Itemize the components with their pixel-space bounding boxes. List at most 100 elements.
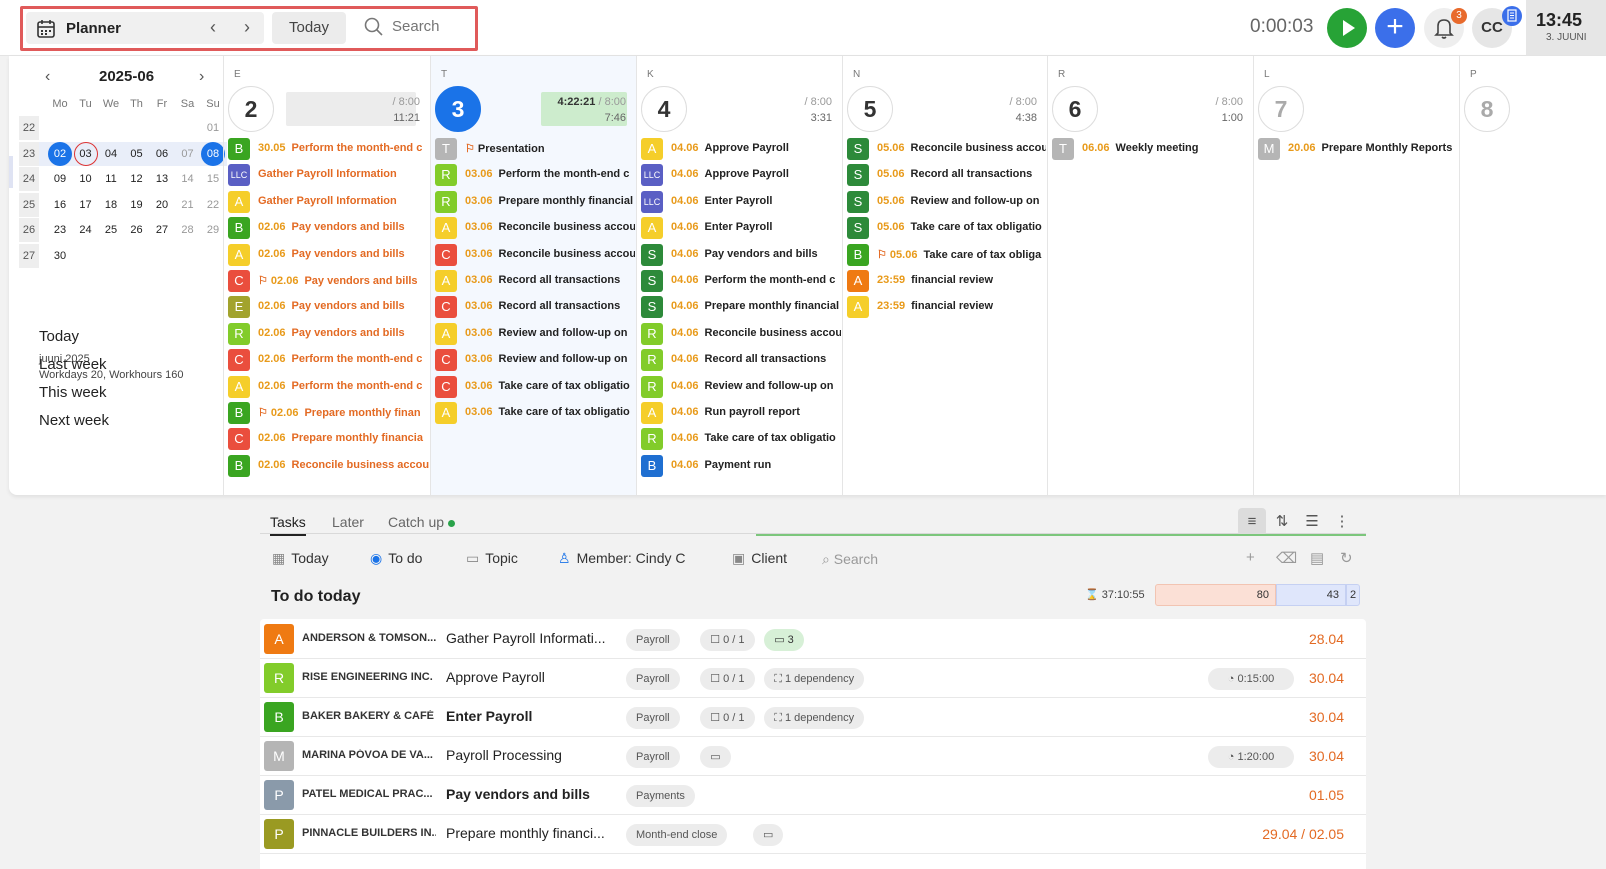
tab-tasks[interactable]: Tasks [270, 514, 306, 536]
calendar-task[interactable]: S 04.06 Pay vendors and bills [641, 243, 841, 266]
save-icon[interactable]: ▤ [1310, 550, 1325, 567]
calendar-task[interactable]: A 03.06 Record all transactions [435, 270, 635, 292]
calendar-task[interactable]: A 03.06 Reconcile business accou [435, 217, 635, 240]
calendar-task[interactable]: C 02.06 Prepare monthly financia [228, 428, 429, 451]
mini-day[interactable]: 18 [104, 198, 118, 211]
mini-day[interactable]: 07 [181, 147, 194, 160]
mini-day[interactable]: 05 [130, 147, 143, 160]
day-number[interactable]: 2 [228, 86, 274, 132]
tab-later[interactable]: Later [332, 514, 364, 530]
mini-day[interactable]: 03 [73, 141, 98, 166]
topic-pill[interactable]: Payments [626, 785, 695, 807]
planner-header[interactable]: Planner ‹ › [26, 12, 264, 44]
calendar-task[interactable]: A 04.06 Enter Payroll [641, 217, 841, 240]
calendar-task[interactable]: C 03.06 Review and follow-up on [435, 349, 635, 372]
day-number[interactable]: 3 [435, 86, 481, 132]
add-filter-icon[interactable]: + [1246, 549, 1255, 566]
calendar-task[interactable]: C 02.06 Perform the month-end c [228, 349, 429, 372]
mini-day[interactable]: 09 [53, 173, 67, 185]
mini-day[interactable]: 10 [79, 173, 92, 185]
mini-day[interactable]: 20 [155, 198, 169, 211]
mini-day[interactable]: 30 [53, 249, 67, 262]
mini-day[interactable]: 26 [130, 224, 143, 236]
topic-pill[interactable]: Payroll [626, 707, 680, 729]
calendar-task[interactable]: M 20.06 Prepare Monthly Reports [1258, 138, 1458, 160]
table-row[interactable]: B BAKER BAKERY & CAFÉ Enter Payroll Payroll… [260, 697, 1366, 737]
mini-day[interactable]: 01 [206, 122, 220, 134]
calendar-task[interactable]: LLC 04.06 Approve Payroll [641, 164, 841, 187]
filter-member[interactable]: ♙ Member: Cindy C [558, 550, 685, 567]
day-number[interactable]: 5 [847, 86, 893, 132]
mini-day[interactable]: 23 [53, 224, 67, 236]
calendar-task[interactable]: S 05.06 Take care of tax obligatio [847, 217, 1046, 240]
mini-day[interactable]: 08 [201, 141, 225, 166]
calendar-task[interactable]: B 30.05 Perform the month-end c [228, 138, 429, 160]
mini-day[interactable]: 11 [105, 173, 117, 185]
task-name[interactable]: Payroll Processing [446, 747, 562, 763]
mini-day[interactable]: 19 [130, 198, 143, 211]
task-name[interactable]: Pay vendors and bills [446, 786, 590, 802]
filter-client[interactable]: ▣ Client [732, 550, 787, 567]
calendar-task[interactable]: A 03.06 Take care of tax obligatio [435, 402, 635, 424]
mini-day[interactable]: 14 [181, 173, 194, 185]
day-number[interactable]: 4 [641, 86, 687, 132]
calendar-task[interactable]: B 02.06 Reconcile business accou [228, 454, 429, 477]
tab-catch-up[interactable]: Catch up [388, 514, 456, 530]
calendar-task[interactable]: S 05.06 Review and follow-up on [847, 190, 1046, 213]
calendar-task[interactable]: C 03.06 Record all transactions [435, 296, 635, 319]
comment-button[interactable]: ▭ [753, 824, 784, 846]
table-row[interactable]: M MARINA PÓVOA DE VA... Payroll Processing… [260, 736, 1366, 776]
calendar-task[interactable]: A 04.06 Run payroll report [641, 402, 841, 424]
dependency-pill[interactable]: ⛶ 1 dependency [764, 668, 865, 690]
mini-day[interactable]: 24 [79, 224, 92, 236]
calendar-task[interactable]: R 04.06 Reconcile business accou [641, 322, 841, 345]
calendar-task[interactable]: LLC 04.06 Enter Payroll [641, 190, 841, 213]
calendar-task[interactable]: T ⚐ Presentation [435, 138, 635, 160]
table-row[interactable]: A ANDERSON & TOMSON... Gather Payroll Info… [260, 619, 1366, 659]
add-button[interactable]: + [1375, 8, 1415, 48]
day-number[interactable]: 8 [1464, 86, 1510, 132]
calendar-task[interactable]: A Gather Payroll Information [228, 190, 429, 213]
quick-next-week[interactable]: Next week [39, 412, 110, 429]
mini-day[interactable]: 06 [155, 147, 169, 160]
refresh-icon[interactable]: ↻ [1340, 550, 1353, 567]
calendar-task[interactable]: A 23:59 financial review [847, 270, 1046, 292]
calendar-task[interactable]: R 04.06 Record all transactions [641, 349, 841, 372]
mini-day[interactable]: 17 [79, 198, 92, 211]
mini-day[interactable]: 28 [181, 224, 194, 236]
calendar-task[interactable]: B ⚐ 02.06 Prepare monthly finan [228, 402, 429, 424]
next-month-icon[interactable]: › [199, 68, 205, 85]
next-arrow-icon[interactable]: › [244, 17, 250, 37]
search-input[interactable] [392, 18, 472, 35]
calendar-task[interactable]: S 05.06 Reconcile business accou [847, 138, 1046, 160]
topic-pill[interactable]: Month-end close [626, 824, 728, 846]
calendar-task[interactable]: LLC Gather Payroll Information [228, 164, 429, 187]
list-view-icon[interactable]: ☰ [1305, 513, 1319, 530]
calendar-task[interactable]: E 02.06 Pay vendors and bills [228, 296, 429, 319]
checklist-pill[interactable]: ☐ 0 / 1 [700, 629, 755, 651]
calendar-task[interactable]: R 04.06 Review and follow-up on [641, 375, 841, 398]
sort-icon[interactable]: ⇅ [1275, 513, 1289, 530]
calendar-task[interactable]: R 04.06 Take care of tax obligatio [641, 428, 841, 451]
mini-day[interactable]: 13 [155, 173, 169, 185]
calendar-task[interactable]: C ⚐ 02.06 Pay vendors and bills [228, 270, 429, 292]
mini-day[interactable]: 29 [206, 224, 220, 236]
calendar-task[interactable]: S 04.06 Perform the month-end c [641, 270, 841, 292]
filter-search[interactable]: ⌕ Search [822, 551, 879, 567]
mini-day[interactable]: 21 [181, 198, 194, 211]
topic-pill[interactable]: Payroll [626, 629, 680, 651]
mini-day[interactable]: 02 [48, 141, 72, 166]
mini-day[interactable]: 15 [206, 173, 220, 185]
comments-pill[interactable]: ▭ 3 [764, 629, 804, 651]
quick-last-week[interactable]: Last week [39, 356, 107, 373]
prev-arrow-icon[interactable]: ‹ [210, 17, 216, 37]
calendar-task[interactable]: A 02.06 Perform the month-end c [228, 375, 429, 398]
day-number[interactable]: 7 [1258, 86, 1304, 132]
day-number[interactable]: 6 [1052, 86, 1098, 132]
calendar-task[interactable]: S 05.06 Record all transactions [847, 164, 1046, 187]
document-icon[interactable] [1502, 6, 1522, 26]
more-icon[interactable]: ⋮ [1334, 513, 1350, 530]
table-row[interactable]: P PATEL MEDICAL PRAC... Pay vendors and bi… [260, 775, 1366, 815]
checklist-pill[interactable]: ☐ 0 / 1 [700, 707, 755, 729]
checklist-pill[interactable]: ☐ 0 / 1 [700, 668, 755, 690]
